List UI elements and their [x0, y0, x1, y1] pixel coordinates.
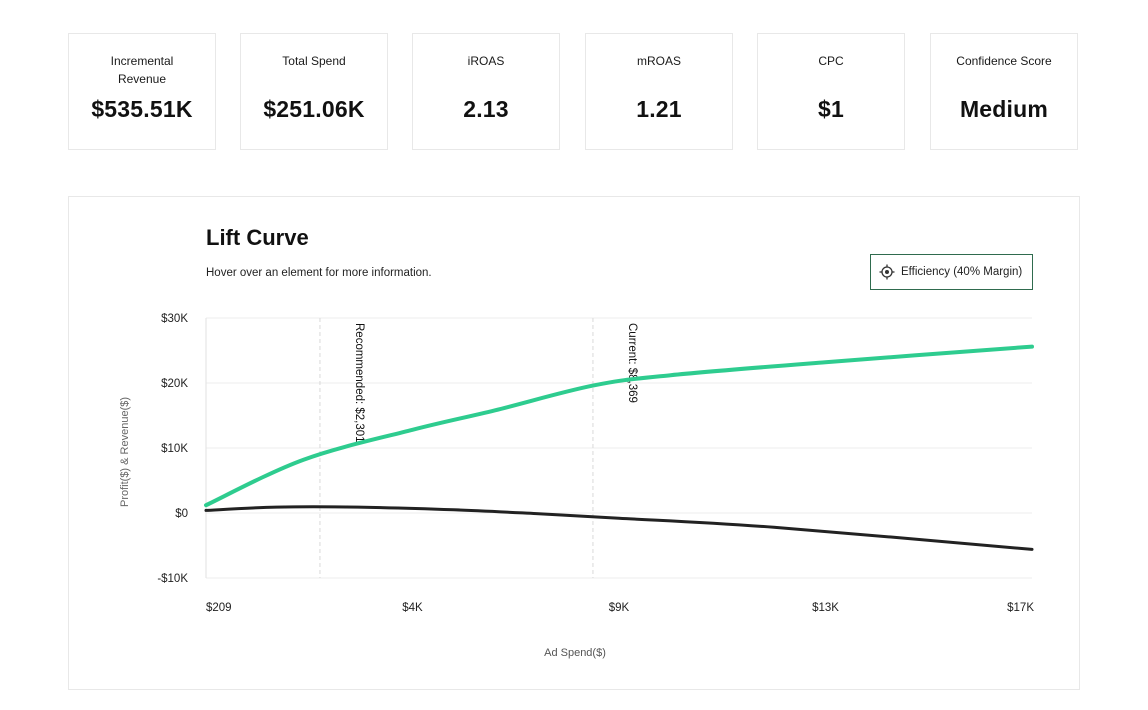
- metric-value: 1.21: [636, 96, 682, 122]
- y-tick-label: $10K: [161, 443, 188, 455]
- metric-value: Medium: [959, 96, 1049, 122]
- profit-line: [204, 505, 1034, 551]
- metric-label: iROAS: [467, 54, 505, 68]
- metric-value: $535.51K: [91, 96, 193, 122]
- annotation-label: Current: $8,369: [626, 323, 638, 403]
- revenue-line: [204, 344, 1034, 508]
- y-tick-label: $0: [175, 508, 188, 520]
- y-axis-label: Profit($) & Revenue($): [119, 396, 131, 508]
- y-tick-label: $20K: [161, 378, 188, 390]
- x-tick-label: $4K: [402, 602, 423, 614]
- metric-label: CPC: [818, 54, 844, 68]
- metric-label: mROAS: [636, 54, 681, 68]
- chart-subtitle: Hover over an element for more informati…: [206, 267, 432, 279]
- efficiency-toggle-button[interactable]: Efficiency (40% Margin): [870, 254, 1033, 290]
- lift-curve-chart: $30K $20K $10K $0 -$10K $209 $4K $9K $13K $17K Rec…: [157, 313, 1034, 614]
- chart-title: Lift Curve: [206, 225, 309, 250]
- metric-label: Total Spend: [282, 54, 346, 68]
- x-tick-label: $9K: [609, 602, 630, 614]
- metric-card-total-spend[interactable]: Total Spend $251.06K: [240, 33, 388, 150]
- lift-curve-panel: Lift Curve Hover over an element for mor…: [68, 196, 1080, 690]
- metric-label: Incremental Revenue: [110, 54, 174, 86]
- metric-card-iroas[interactable]: iROAS 2.13: [412, 33, 560, 150]
- x-tick-label: $13K: [812, 602, 839, 614]
- metric-card-incremental-revenue[interactable]: Incremental Revenue $535.51K: [68, 33, 216, 150]
- metric-card-cpc[interactable]: CPC $1: [757, 33, 905, 150]
- x-tick-label: $17K: [1007, 602, 1034, 614]
- metric-label: Confidence Score: [956, 54, 1052, 68]
- metrics-row: Incremental Revenue $535.51K Total Spend…: [0, 0, 1148, 160]
- y-tick-label: $30K: [161, 313, 188, 325]
- metric-card-confidence-score[interactable]: Confidence Score Medium: [930, 33, 1078, 150]
- annotation-label: Recommended: $2,301: [353, 323, 365, 443]
- y-tick-label: -$10K: [157, 573, 188, 585]
- x-tick-label: $209: [206, 602, 232, 614]
- x-axis-label: Ad Spend($): [544, 647, 606, 659]
- metric-card-mroas[interactable]: mROAS 1.21: [585, 33, 733, 150]
- target-icon: [879, 264, 895, 280]
- efficiency-label: Efficiency (40% Margin): [901, 266, 1023, 278]
- metric-value: $251.06K: [263, 96, 365, 122]
- metric-value: 2.13: [463, 96, 509, 122]
- metric-value: $1: [818, 96, 844, 122]
